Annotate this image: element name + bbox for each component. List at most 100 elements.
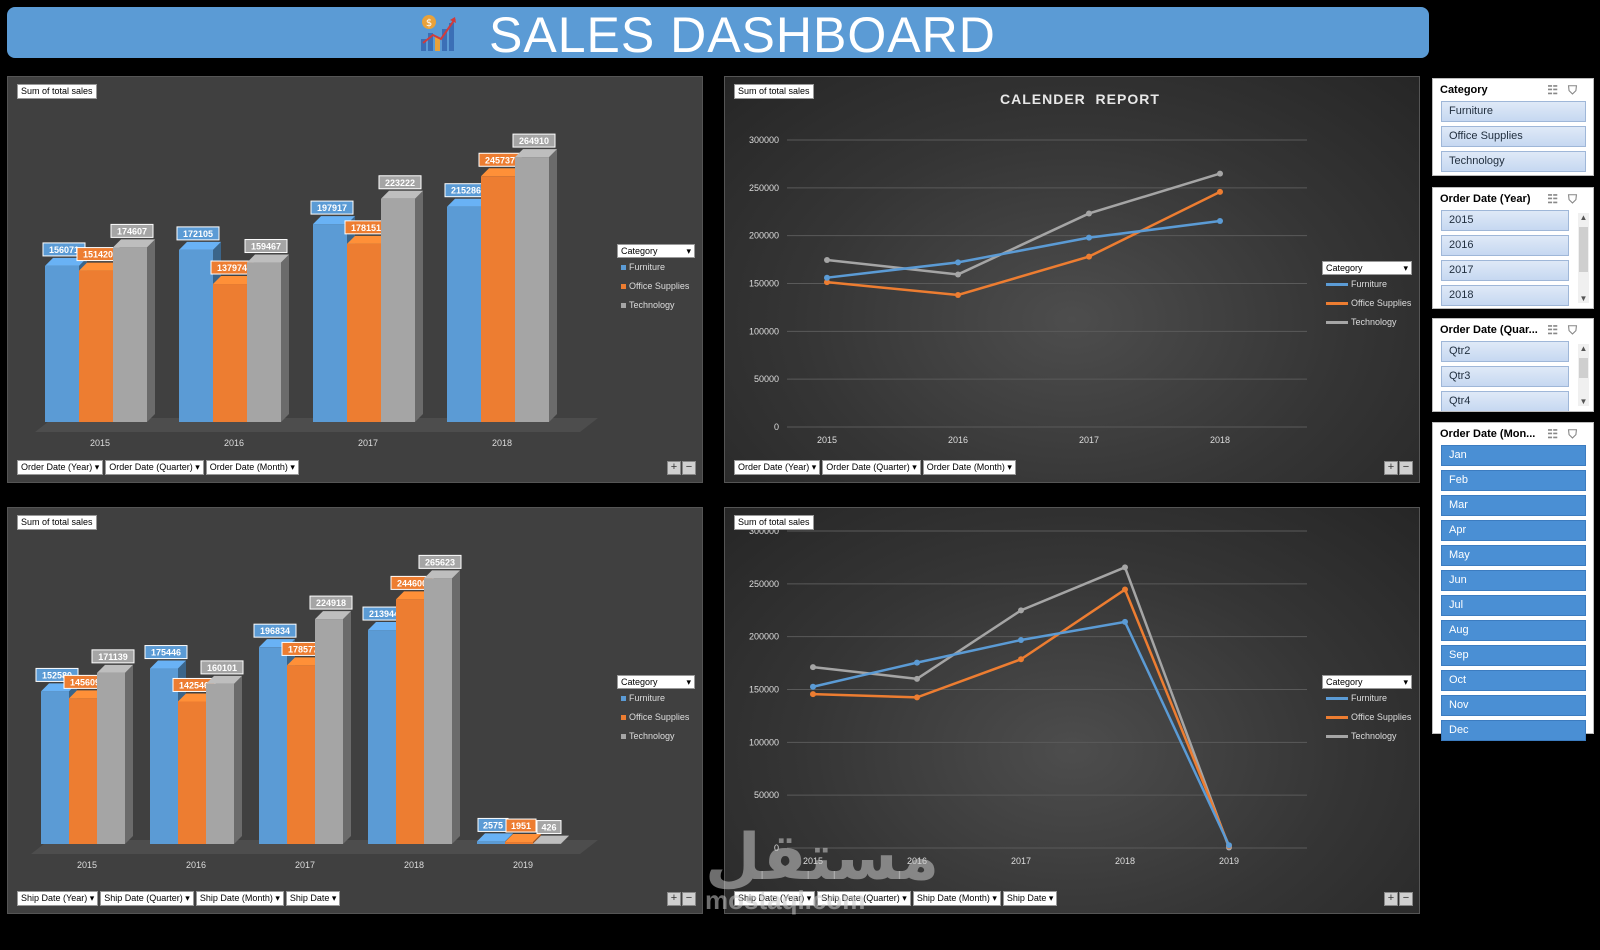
slicer-item-2018[interactable]: 2018 — [1441, 285, 1569, 306]
bar-top — [247, 254, 289, 263]
slicer-category: Category ☷⛉ Furniture Office Supplies Tec… — [1432, 78, 1594, 176]
field-button-order-year[interactable]: Order Date (Year) — [17, 460, 104, 475]
legend-title[interactable]: Category — [1322, 261, 1412, 275]
field-button-ship-year[interactable]: Ship Date (Year) — [17, 891, 99, 906]
field-button-ship-quarter[interactable]: Ship Date (Quarter) — [100, 891, 194, 906]
field-button-order-quarter[interactable]: Order Date (Quarter) — [105, 460, 204, 475]
bar-top — [178, 693, 214, 702]
scroll-up-icon[interactable]: ▲ — [1579, 344, 1588, 353]
collapse-button[interactable]: − — [1399, 892, 1413, 906]
legend: Category Furniture Office Supplies Techn… — [1322, 675, 1412, 746]
slicer-item-2017[interactable]: 2017 — [1441, 260, 1569, 281]
slicer-item-technology[interactable]: Technology — [1441, 151, 1586, 172]
x-tick-label: 2016 — [224, 438, 244, 448]
slicer-item-qtr2[interactable]: Qtr2 — [1441, 341, 1569, 362]
expand-button[interactable]: + — [1384, 892, 1398, 906]
slicer-scrollbar[interactable]: ▲ ▼ — [1578, 213, 1589, 303]
slicer-item-jan[interactable]: Jan — [1441, 445, 1586, 466]
collapse-button[interactable]: − — [682, 892, 696, 906]
data-label: 159467 — [251, 242, 281, 252]
bar-face — [447, 206, 481, 422]
field-label[interactable]: Sum of total sales — [17, 84, 97, 99]
field-button-ship-month[interactable]: Ship Date (Month) — [195, 891, 284, 906]
data-label: 178577 — [288, 644, 318, 654]
expand-button[interactable]: + — [1384, 461, 1398, 475]
data-label: 1951 — [511, 821, 531, 831]
panel-ship-line-chart: 300000 250000 200000 150000 100000 50000 0 2015… — [724, 507, 1420, 914]
multiselect-filter-clear-icons[interactable]: ☷⛉ — [1547, 83, 1587, 97]
legend-item-furniture: Furniture — [1322, 689, 1412, 708]
bar-top — [424, 570, 460, 579]
slicer-item-qtr4[interactable]: Qtr4 — [1441, 391, 1569, 411]
slicer-item-sep[interactable]: Sep — [1441, 645, 1586, 666]
slicer-item-jun[interactable]: Jun — [1441, 570, 1586, 591]
field-label[interactable]: Sum of total sales — [17, 515, 97, 530]
expand-collapse: + − — [1384, 461, 1413, 475]
field-label[interactable]: Sum of total sales — [734, 515, 814, 530]
slicer-item-apr[interactable]: Apr — [1441, 520, 1586, 541]
scroll-down-icon[interactable]: ▼ — [1579, 294, 1588, 303]
bar-face — [368, 630, 396, 844]
point-technology-2015 — [824, 256, 830, 263]
field-button-order-month[interactable]: Order Date (Month) — [205, 460, 299, 475]
field-button-order-month[interactable]: Order Date (Month) — [922, 460, 1016, 475]
data-label: 174607 — [117, 226, 147, 236]
y-tick-label: 250000 — [749, 579, 779, 589]
slicer-item-mar[interactable]: Mar — [1441, 495, 1586, 516]
data-label-box — [309, 595, 353, 610]
point-furniture-2016 — [914, 659, 920, 666]
scroll-up-icon[interactable]: ▲ — [1579, 213, 1588, 222]
point-furniture-2016 — [955, 259, 961, 266]
legend: Category Furniture Office Supplies Techn… — [617, 675, 695, 746]
slicer-item-qtr3[interactable]: Qtr3 — [1441, 366, 1569, 387]
expand-button[interactable]: + — [667, 461, 681, 475]
bar-top — [477, 833, 513, 842]
slicer-item-2015[interactable]: 2015 — [1441, 210, 1569, 231]
expand-button[interactable]: + — [667, 892, 681, 906]
field-buttons: Order Date (Year) Order Date (Quarter) O… — [17, 460, 299, 475]
field-button-ship-quarter[interactable]: Ship Date (Quarter) — [817, 891, 911, 906]
bar-office-supplies-2018 — [481, 168, 523, 422]
legend-title[interactable]: Category — [617, 244, 695, 258]
slicer-item-aug[interactable]: Aug — [1441, 620, 1586, 641]
multiselect-filter-clear-icons[interactable]: ☷⛉ — [1547, 192, 1587, 206]
slicer-item-may[interactable]: May — [1441, 545, 1586, 566]
watermark-logo: مستقل mostaql.com — [705, 821, 940, 914]
field-button-ship-date[interactable]: Ship Date — [1002, 891, 1058, 906]
field-button-ship-year[interactable]: Ship Date (Year) — [734, 891, 816, 906]
field-button-order-year[interactable]: Order Date (Year) — [734, 460, 821, 475]
field-button-ship-month[interactable]: Ship Date (Month) — [912, 891, 1001, 906]
watermark-arabic: مستقل — [705, 821, 940, 895]
legend-title[interactable]: Category — [617, 675, 695, 689]
y-tick-label: 300000 — [749, 526, 779, 536]
slicer-title: Order Date (Mon... ☷⛉ — [1433, 423, 1593, 445]
collapse-button[interactable]: − — [682, 461, 696, 475]
point-technology-2017 — [1018, 607, 1024, 614]
point-office-supplies-2018 — [1122, 586, 1128, 593]
scroll-down-icon[interactable]: ▼ — [1579, 397, 1588, 406]
svg-text:$: $ — [426, 18, 432, 29]
multiselect-filter-clear-icons[interactable]: ☷⛉ — [1547, 323, 1587, 337]
point-office-supplies-2017 — [1086, 253, 1092, 260]
slicer-item-feb[interactable]: Feb — [1441, 470, 1586, 491]
collapse-button[interactable]: − — [1399, 461, 1413, 475]
slicer-item-furniture[interactable]: Furniture — [1441, 101, 1586, 122]
slicer-order-month: Order Date (Mon... ☷⛉ Jan Feb Mar Apr May… — [1432, 422, 1594, 741]
multiselect-filter-clear-icons[interactable]: ☷⛉ — [1547, 427, 1587, 441]
legend-title[interactable]: Category — [1322, 675, 1412, 689]
slicer-item-nov[interactable]: Nov — [1441, 695, 1586, 716]
slicer-item-jul[interactable]: Jul — [1441, 595, 1586, 616]
slicer-scrollbar[interactable]: ▲ ▼ — [1578, 344, 1589, 406]
legend-item-office-supplies: Office Supplies — [617, 277, 695, 296]
legend-item-technology: Technology — [617, 727, 695, 746]
slicer-item-dec[interactable]: Dec — [1441, 720, 1586, 741]
bar-top — [179, 241, 221, 250]
field-button-order-quarter[interactable]: Order Date (Quarter) — [822, 460, 921, 475]
title-banner: $ SALES DASHBOARD — [7, 7, 1429, 60]
point-office-supplies-2017 — [1018, 656, 1024, 663]
slicer-item-oct[interactable]: Oct — [1441, 670, 1586, 691]
slicer-item-office-supplies[interactable]: Office Supplies — [1441, 126, 1586, 147]
field-label[interactable]: Sum of total sales — [734, 84, 814, 99]
field-button-ship-date[interactable]: Ship Date — [285, 891, 341, 906]
slicer-item-2016[interactable]: 2016 — [1441, 235, 1569, 256]
